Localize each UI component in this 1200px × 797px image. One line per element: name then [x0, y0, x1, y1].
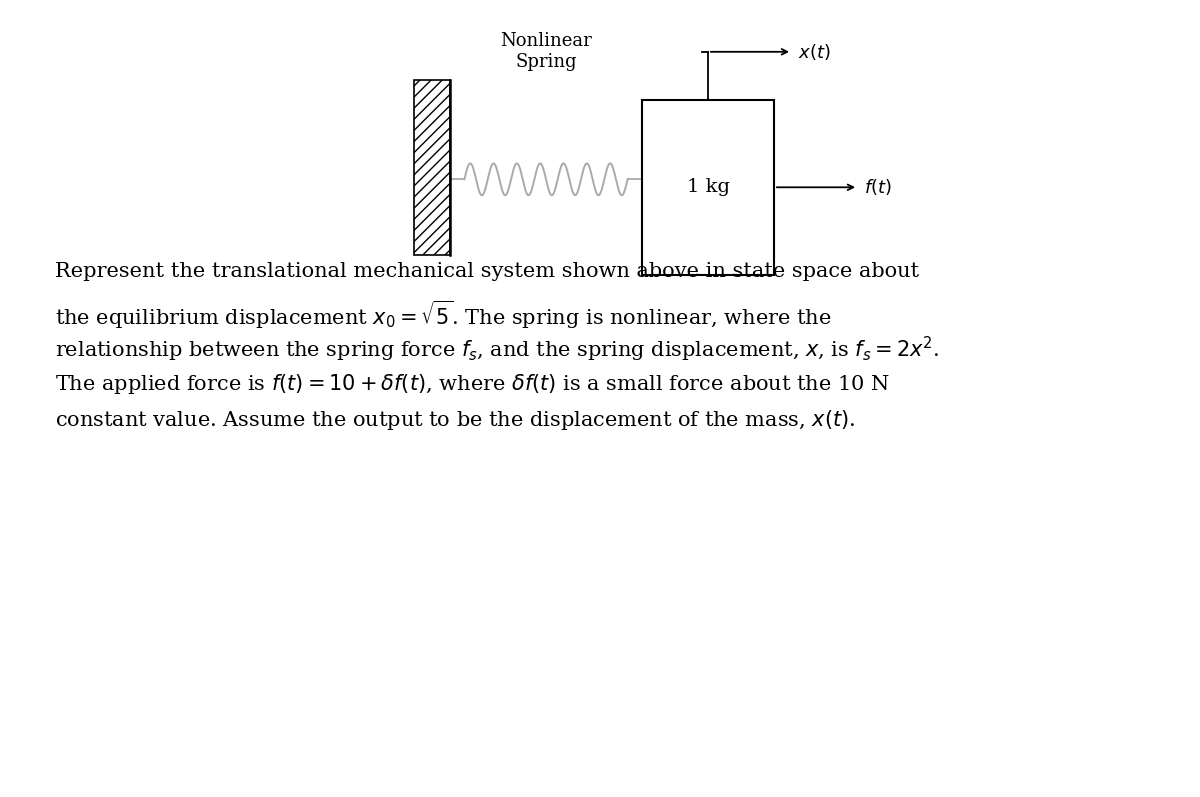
Text: relationship between the spring force $f_s$, and the spring displacement, $x$, i: relationship between the spring force $f…: [55, 335, 940, 364]
Text: the equilibrium displacement $x_0 = \sqrt{5}$. The spring is nonlinear, where th: the equilibrium displacement $x_0 = \sqr…: [55, 299, 832, 331]
Bar: [642, 100, 774, 275]
Text: The applied force is $f(t) = 10 + \delta f(t)$, where $\delta f(t)$ is a small f: The applied force is $f(t) = 10 + \delta…: [55, 371, 890, 395]
Text: Nonlinear
Spring: Nonlinear Spring: [500, 33, 592, 71]
Text: Represent the translational mechanical system shown above in state space about: Represent the translational mechanical s…: [55, 262, 919, 281]
Text: 1 kg: 1 kg: [686, 179, 730, 196]
Text: constant value. Assume the output to be the displacement of the mass, $x(t)$.: constant value. Assume the output to be …: [55, 408, 856, 432]
Bar: [414, 80, 450, 255]
Text: $f(t)$: $f(t)$: [864, 177, 892, 198]
Text: $x(t)$: $x(t)$: [798, 41, 830, 62]
